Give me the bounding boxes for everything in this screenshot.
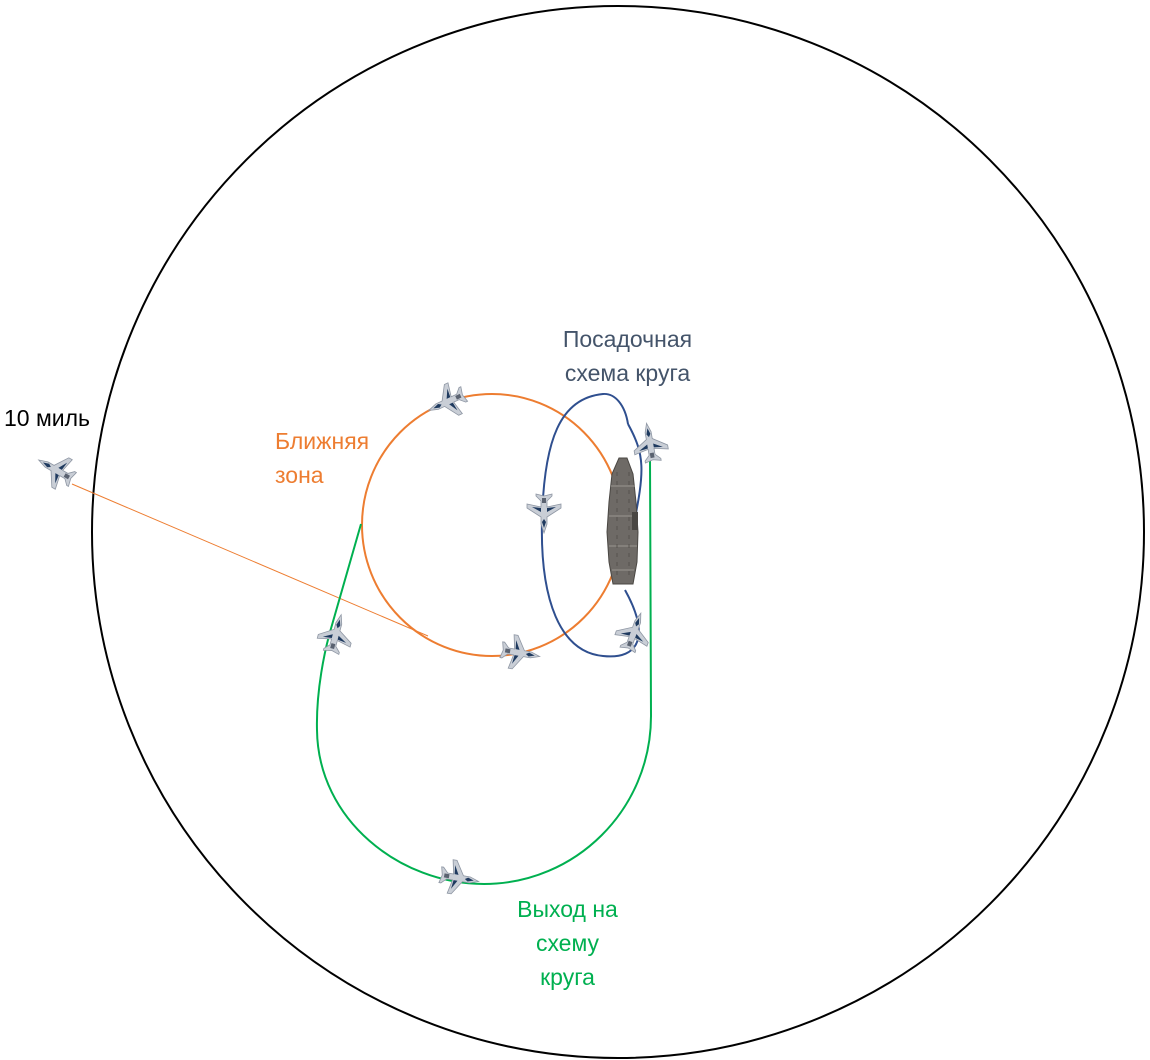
landing-pattern-label-line1: Посадочная: [562, 326, 693, 352]
near-zone-circle: [361, 393, 623, 657]
exit-path-label-line3: круга: [540, 964, 595, 990]
exit-path-label: Выход на схему круга: [500, 892, 635, 994]
near-zone-label-line1: Ближняя: [275, 428, 370, 454]
fighter-jet-icon: [421, 378, 472, 427]
aircraft-carrier-icon: [606, 457, 639, 585]
fighter-jet-icon: [29, 444, 82, 495]
ten-mile-label: 10 миль: [4, 405, 91, 431]
fighter-jet-icon: [526, 493, 562, 534]
near-zone-label-line2: зона: [275, 462, 324, 488]
exit-path-label-line1: Выход на: [517, 896, 618, 922]
near-zone-label: Ближняя зона: [275, 424, 369, 492]
ten-mile-circle: [91, 5, 1145, 1059]
approach-line: [71, 483, 429, 637]
landing-pattern-label: Посадочная схема круга: [545, 322, 710, 390]
fighter-jet-icon: [436, 857, 483, 899]
exit-path: [315, 459, 653, 886]
fighter-jet-icon: [497, 632, 544, 674]
landing-pattern-label-line2: схема круга: [564, 360, 691, 386]
fighter-jet-icon: [314, 609, 359, 658]
exit-path-label-line2: схему: [535, 930, 600, 956]
